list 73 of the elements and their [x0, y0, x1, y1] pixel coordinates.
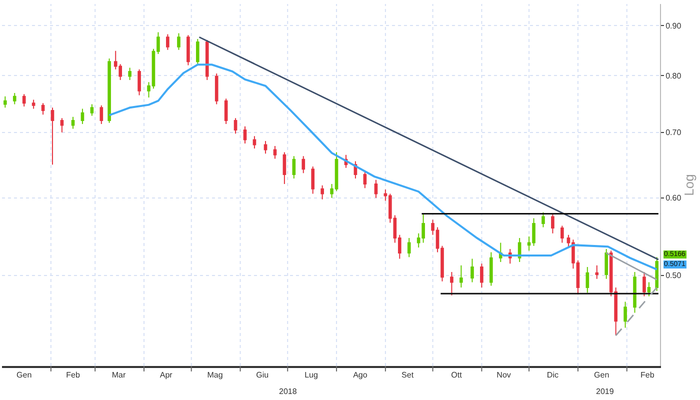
candlestick: [196, 38, 200, 66]
x-tick-label: Feb: [66, 370, 80, 380]
candlestick: [243, 126, 247, 144]
candlestick: [273, 145, 277, 160]
x-tick-label: Apr: [160, 370, 173, 380]
candlestick: [282, 152, 286, 184]
candlestick: [363, 170, 367, 189]
candlestick: [50, 107, 54, 166]
candlestick: [655, 256, 658, 292]
x-tick-label: Gen: [594, 370, 610, 380]
candlestick: [624, 301, 627, 328]
x-tick-label: Lug: [304, 370, 318, 380]
candlestick: [252, 136, 256, 150]
candlestick: [22, 94, 26, 108]
x-tick-label: Ago: [353, 370, 368, 380]
candlestick: [12, 92, 16, 105]
y-axis-title: Log: [682, 174, 697, 196]
candlestick: [128, 67, 132, 80]
candlestick: [166, 34, 170, 50]
candlestick: [234, 118, 238, 134]
candlestick: [470, 258, 474, 283]
candlestick: [214, 73, 218, 105]
x-tick-label: Nov: [496, 370, 511, 380]
candlestick: [264, 140, 268, 154]
candlestick: [647, 282, 651, 297]
candlestick: [90, 104, 94, 116]
candlestick: [586, 266, 590, 294]
candlestick: [4, 96, 7, 108]
candlestick: [320, 184, 324, 200]
candlestick: [60, 118, 64, 133]
candlestick: [480, 263, 484, 288]
x-tick-label: Gen: [16, 370, 32, 380]
candlestick: [407, 238, 411, 258]
x-tick-label: Giu: [256, 370, 269, 380]
x-tick-label: Mar: [112, 370, 126, 380]
candlestick: [224, 98, 228, 125]
y-tick-label: 0.50: [666, 271, 682, 280]
candlestick: [551, 213, 554, 234]
candlestick: [450, 272, 454, 296]
x2-tick-label: 2019: [596, 387, 614, 396]
candlestick: [186, 34, 190, 66]
line-series: [108, 64, 658, 270]
x-tick-label: Mag: [207, 370, 223, 380]
candlestick: [108, 58, 111, 124]
candlestick: [560, 225, 564, 244]
candlestick: [32, 99, 36, 110]
x-tick-label: Ott: [451, 370, 463, 380]
candlestick: [604, 248, 608, 280]
candlestick: [138, 68, 141, 96]
candlestick: [80, 108, 84, 125]
y-tick-label: 0.70: [666, 128, 682, 138]
candlestick: [460, 264, 463, 288]
candlestick: [311, 166, 315, 194]
candlestick: [292, 156, 296, 180]
candlestick: [100, 104, 104, 125]
y-tick-label: 0.90: [666, 21, 682, 30]
candlestick: [490, 252, 493, 286]
y-tick-label: 0.60: [666, 194, 682, 203]
y-tick-label: 0.80: [666, 71, 682, 80]
candlestick: [41, 102, 45, 116]
candlestick: [71, 116, 75, 130]
candlestick: [642, 272, 646, 297]
candlestick: [177, 32, 180, 50]
x-tick-label: Dic: [546, 370, 558, 380]
x-tick-label: Set: [402, 370, 414, 380]
candlestick: [205, 40, 209, 80]
candlestick: [374, 179, 378, 198]
candlestick: [542, 212, 545, 228]
candlestick: [595, 264, 599, 280]
candlestick: [633, 272, 636, 314]
x2-tick-label: 2018: [279, 387, 298, 396]
x-tick-label: Feb: [640, 370, 655, 380]
candlestick: [302, 156, 306, 174]
